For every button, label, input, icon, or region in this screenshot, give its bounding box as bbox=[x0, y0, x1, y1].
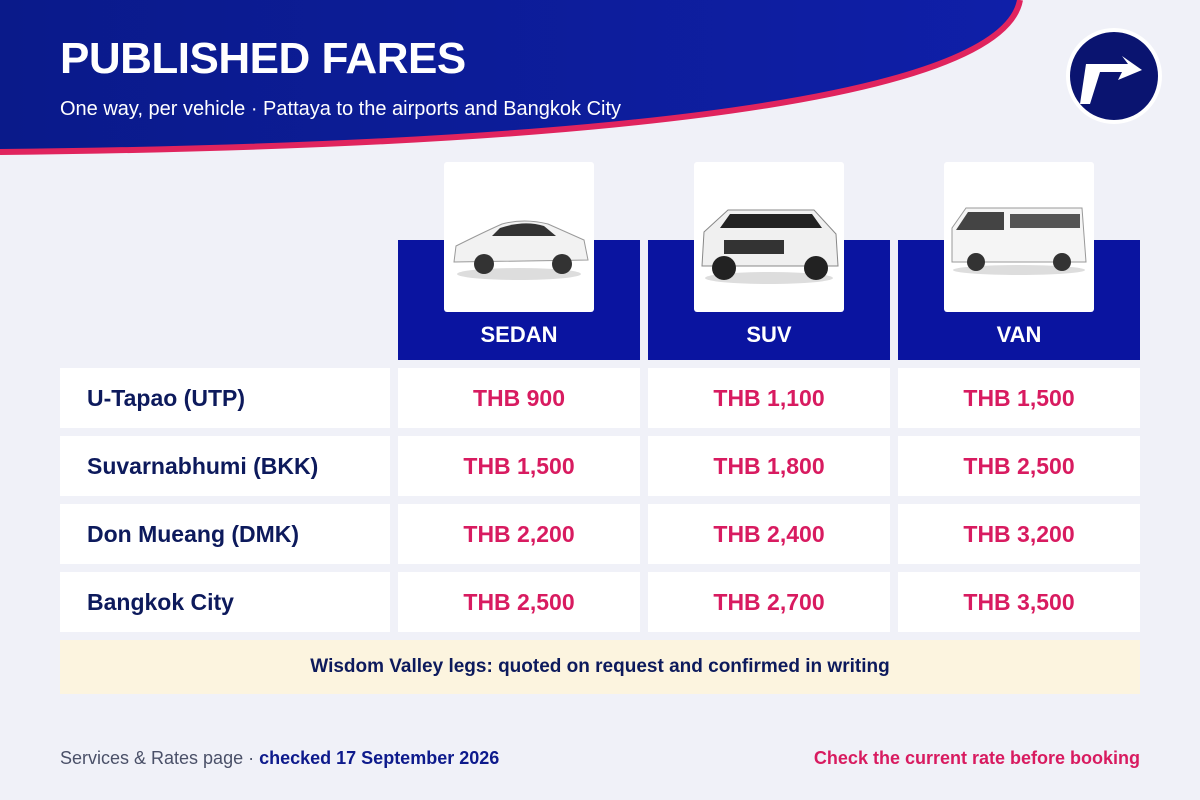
subtitle: One way, per vehicle · Pattaya to the ai… bbox=[60, 98, 622, 120]
fare: THB 2,700 bbox=[648, 572, 890, 632]
footer-source: Services & Rates page · checked 17 Septe… bbox=[60, 748, 499, 769]
header-banner bbox=[0, 0, 1162, 155]
footer-warning: Check the current rate before booking bbox=[813, 748, 1140, 768]
fare: THB 3,200 bbox=[898, 504, 1140, 564]
vehicle-image bbox=[694, 162, 844, 312]
route-label: Bangkok City bbox=[60, 572, 390, 632]
column-header: SUV bbox=[648, 240, 890, 360]
fare: THB 2,200 bbox=[398, 504, 640, 564]
checked-date: checked 17 September 2026 bbox=[259, 748, 500, 768]
title: PUBLISHED FARES bbox=[60, 34, 466, 83]
fare: THB 2,500 bbox=[898, 436, 1140, 496]
fare: THB 2,400 bbox=[648, 504, 890, 564]
source: Services & Rates page · bbox=[60, 748, 255, 768]
fare: THB 1,100 bbox=[648, 368, 890, 428]
vehicle-image bbox=[444, 162, 594, 312]
vehicle-image bbox=[944, 162, 1094, 312]
route-label: Suvarnabhumi (BKK) bbox=[60, 436, 390, 496]
fare: THB 2,500 bbox=[398, 572, 640, 632]
route-label: Don Mueang (DMK) bbox=[60, 504, 390, 564]
column-label: SEDAN bbox=[480, 322, 558, 347]
fare: THB 1,500 bbox=[898, 368, 1140, 428]
column-label: VAN bbox=[996, 322, 1042, 347]
fare: THB 3,500 bbox=[898, 572, 1140, 632]
route-label: U-Tapao (UTP) bbox=[60, 368, 390, 428]
fare: THB 1,800 bbox=[648, 436, 890, 496]
fare: THB 900 bbox=[398, 368, 640, 428]
note: Wisdom Valley legs: quoted on request an… bbox=[60, 640, 1140, 694]
column-label: SUV bbox=[746, 322, 792, 347]
fare: THB 1,500 bbox=[398, 436, 640, 496]
